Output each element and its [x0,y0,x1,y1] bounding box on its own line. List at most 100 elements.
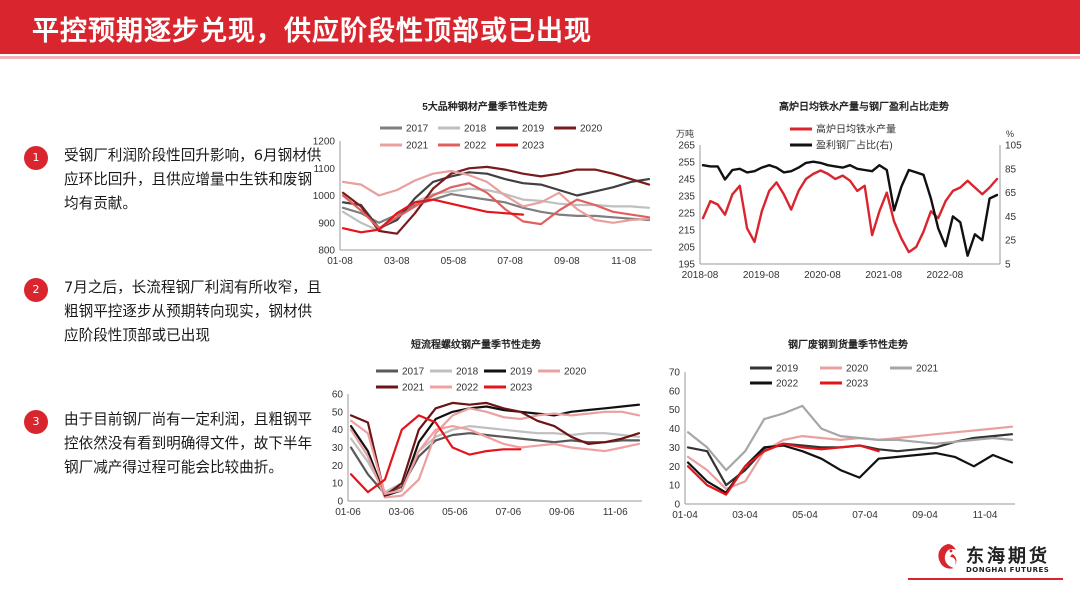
x-tick-label: 07-04 [852,510,878,521]
legend-label: 2018 [456,367,479,378]
chart-eaf-rebar-output-seasonal: 短流程螺纹钢产量季节性走势 0 10 20 30 40 50 60 01-06 03-06 05-0… [332,338,642,518]
legend-label: 2021 [916,364,939,375]
y-tick-label: 235 [678,192,695,203]
series-line-2020 [341,165,651,235]
legend-label: 2023 [510,383,533,394]
chart-title: 短流程螺纹钢产量季节性走势 [411,338,541,351]
bullet-number-badge: 1 [24,146,48,170]
legend-label: 高炉日均铁水产量 [816,123,896,136]
logo-chinese-name: 东海期货 [966,546,1050,567]
x-tick-label: 2022-08 [927,270,964,281]
x-tick-label: 05-04 [792,510,818,521]
legend-label: 2019 [510,367,533,378]
right-unit-label: % [1006,129,1014,139]
y-tick-label: 205 [678,243,695,254]
x-tick-label: 03-06 [389,507,415,518]
y-tick-label: 20 [332,461,344,472]
series-line-2022 [341,182,651,230]
chart-hot-metal-vs-profit: 高炉日均铁水产量与钢厂盈利占比走势19520521522523524525526… [676,100,1022,281]
x-tick-label: 2020-08 [804,270,841,281]
x-tick-label: 07-08 [497,256,523,267]
legend-label: 2017 [406,124,429,135]
x-tick-label: 07-06 [496,507,522,518]
chart-title: 钢厂废钢到货量季节性走势 [788,338,908,351]
y-tick-label: 900 [318,218,335,229]
y-tick-label: 20 [669,462,681,473]
x-tick-label: 11-06 [603,507,628,518]
legend-label: 2019 [522,124,545,135]
y-tick-label: 40 [332,425,344,436]
legend-label: 2022 [456,383,479,394]
legend-label: 2020 [580,124,603,135]
series-line-2021 [349,401,641,497]
series-line-2020 [686,425,1014,490]
x-tick-label: 2019-08 [743,270,780,281]
legend-label: 2022 [776,379,799,390]
y-tick-label: 50 [332,407,344,418]
y-tick-label: 70 [669,368,681,379]
chart-steel-output-seasonal: 5大品种钢材产量季节性走势 800 900 1000 1100 1200 01-08 03-0… [313,100,652,267]
y-tick-label: 1100 [313,164,335,175]
banner-underline [0,56,1080,59]
legend-label: 2017 [402,367,425,378]
x-tick-label: 11-04 [973,510,998,521]
bullet-number-badge: 2 [24,278,48,302]
series-line-2023 [686,442,880,496]
x-tick-label: 03-04 [732,510,758,521]
y-tick-label: 195 [678,260,695,271]
bullet-text: 受钢厂利润阶段性回升影响，6月钢材供应环比回升，且供应增量中生铁和废钢均有贡献。 [64,147,322,212]
bullet-text: 7月之后，长流程钢厂利润有所收窄，且粗钢平控逐步从预期转向现实，钢材供应阶段性顶… [64,279,322,344]
y-tick-label: 10 [669,481,681,492]
series-line-2017 [349,432,641,495]
x-tick-label: 01-06 [335,507,361,518]
y-tick-label: 10 [332,479,344,490]
y2-tick-label: 45 [1005,212,1017,223]
series-line-2019 [341,171,651,230]
y2-tick-label: 105 [1005,141,1022,152]
dragon-logo-icon [938,544,957,569]
y-tick-label: 800 [318,246,335,257]
legend-label: 盈利钢厂占比(右) [816,139,893,152]
y-tick-label: 215 [678,226,695,237]
footer-rule [908,578,1063,580]
series-line-高炉日均铁水产量 [701,169,999,254]
y2-tick-label: 85 [1005,164,1017,175]
legend-label: 2020 [846,364,869,375]
legend-label: 2023 [846,379,869,390]
legend-label: 2019 [776,364,799,375]
x-tick-label: 03-08 [384,256,410,267]
y-tick-label: 265 [678,141,695,152]
left-unit-label: 万吨 [676,128,694,139]
series-line-2021 [341,169,651,224]
x-tick-label: 09-04 [912,510,938,521]
legend-label: 2023 [522,141,545,152]
x-tick-label: 01-04 [672,510,698,521]
y-tick-label: 50 [669,405,681,416]
y-tick-label: 60 [332,390,344,401]
y-tick-label: 0 [337,497,343,508]
company-logo: 东海期货 DONGHAI FUTURES [930,540,1060,580]
y-tick-label: 245 [678,175,695,186]
y-tick-label: 1200 [313,137,336,148]
y2-tick-label: 5 [1005,260,1011,271]
page-title: 平控预期逐步兑现，供应阶段性顶部或已出现 [32,16,592,47]
legend-label: 2020 [564,367,587,378]
x-tick-label: 09-08 [554,256,580,267]
legend-label: 2021 [406,141,429,152]
y-tick-label: 255 [678,158,695,169]
y-tick-label: 40 [669,424,681,435]
bullet-number-badge: 3 [24,410,48,434]
series-line-2022 [349,419,641,495]
chart-title: 5大品种钢材产量季节性走势 [422,100,548,113]
chart-scrap-arrival-seasonal: 钢厂废钢到货量季节性走势 0 10 20 30 40 50 60 70 01-04 03-04 05-… [669,338,1015,521]
x-tick-label: 05-06 [442,507,468,518]
y-tick-label: 60 [669,386,681,397]
legend-label: 2021 [402,383,425,394]
title-banner: 平控预期逐步兑现，供应阶段性顶部或已出现 [0,0,1080,54]
x-tick-label: 09-06 [549,507,575,518]
series-line-2023 [349,414,522,494]
logo-english-name: DONGHAI FUTURES [966,566,1050,574]
legend-label: 2018 [464,124,487,135]
y-tick-label: 30 [332,443,344,454]
y-tick-label: 225 [678,209,695,220]
